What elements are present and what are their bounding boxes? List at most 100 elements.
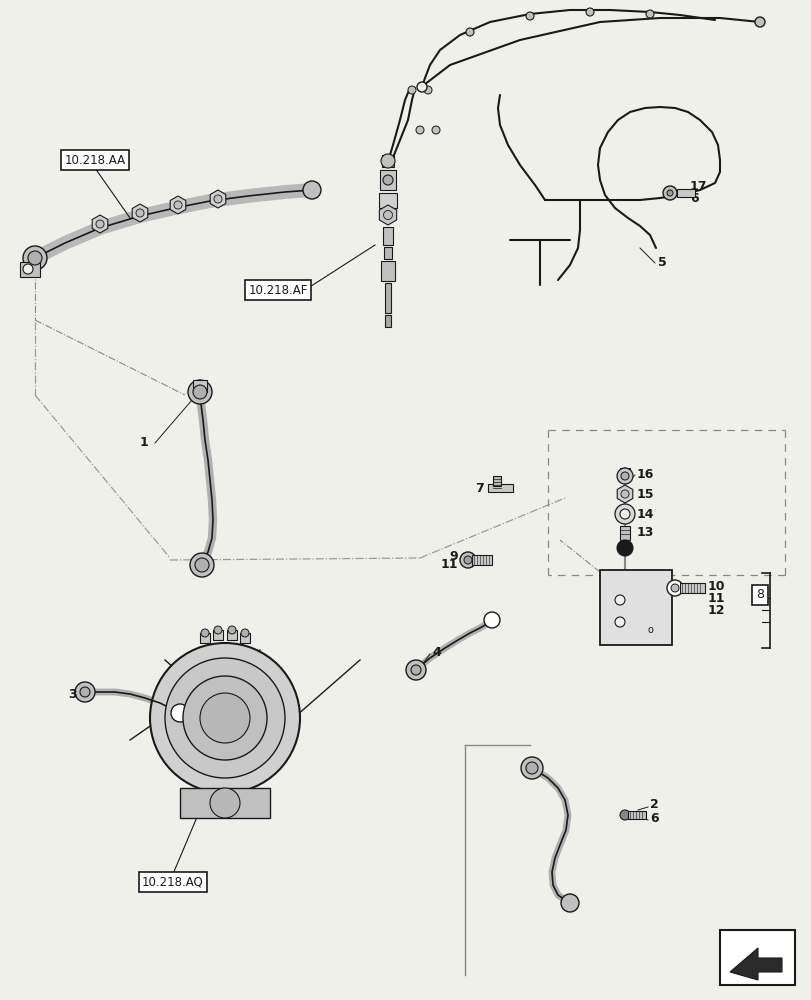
Bar — [240, 633, 250, 643]
Bar — [383, 227, 393, 245]
Circle shape — [210, 788, 240, 818]
Circle shape — [666, 580, 682, 596]
Bar — [384, 283, 391, 313]
Bar — [180, 788, 270, 818]
Bar — [676, 189, 694, 197]
Polygon shape — [729, 948, 781, 980]
Text: 13: 13 — [636, 526, 654, 540]
Bar — [679, 583, 704, 593]
Circle shape — [670, 584, 678, 592]
Polygon shape — [132, 204, 148, 222]
Circle shape — [407, 86, 415, 94]
Bar — [471, 555, 491, 565]
Circle shape — [560, 894, 578, 912]
Circle shape — [75, 682, 95, 702]
Bar — [627, 811, 646, 819]
Bar — [599, 570, 672, 645]
Bar — [379, 193, 397, 208]
Circle shape — [23, 246, 47, 270]
Circle shape — [526, 12, 534, 20]
Bar — [492, 476, 500, 486]
Circle shape — [646, 10, 653, 18]
Text: 9: 9 — [448, 550, 457, 562]
Bar — [620, 526, 629, 540]
Circle shape — [213, 195, 221, 203]
Circle shape — [380, 154, 394, 168]
Polygon shape — [616, 485, 632, 503]
Circle shape — [171, 704, 189, 722]
Bar — [719, 930, 794, 985]
Text: o: o — [646, 625, 652, 635]
Circle shape — [383, 211, 392, 220]
Circle shape — [28, 251, 42, 265]
Circle shape — [150, 643, 299, 793]
Polygon shape — [92, 215, 108, 233]
Circle shape — [483, 612, 500, 628]
Text: 5: 5 — [657, 256, 666, 269]
Text: 10.218.AQ: 10.218.AQ — [142, 876, 204, 888]
Circle shape — [466, 28, 474, 36]
Circle shape — [460, 552, 475, 568]
Circle shape — [214, 626, 221, 634]
Bar — [193, 380, 207, 392]
Circle shape — [754, 17, 764, 27]
Circle shape — [383, 175, 393, 185]
Bar — [380, 170, 396, 190]
Bar — [384, 315, 391, 327]
Circle shape — [193, 385, 207, 399]
Circle shape — [201, 629, 208, 637]
Circle shape — [614, 617, 624, 627]
Circle shape — [526, 762, 538, 774]
Polygon shape — [170, 196, 186, 214]
Circle shape — [417, 82, 427, 92]
Circle shape — [415, 126, 423, 134]
Text: 8: 8 — [755, 588, 763, 601]
Circle shape — [96, 220, 104, 228]
Circle shape — [241, 629, 249, 637]
Text: 10: 10 — [707, 580, 724, 592]
Text: 4: 4 — [431, 646, 440, 658]
Polygon shape — [210, 190, 225, 208]
Bar — [200, 633, 210, 643]
Circle shape — [463, 556, 471, 564]
Circle shape — [614, 504, 634, 524]
Circle shape — [174, 201, 182, 209]
Bar — [227, 630, 237, 640]
Circle shape — [666, 190, 672, 196]
Circle shape — [521, 757, 543, 779]
Circle shape — [23, 264, 33, 274]
Text: 10.218.AF: 10.218.AF — [248, 284, 307, 296]
Circle shape — [182, 676, 267, 760]
Text: 12: 12 — [707, 603, 724, 616]
Polygon shape — [379, 205, 396, 225]
Text: 14: 14 — [636, 508, 654, 520]
Text: 17: 17 — [689, 180, 706, 194]
Bar — [487, 484, 513, 492]
Circle shape — [410, 665, 420, 675]
Circle shape — [80, 687, 90, 697]
Circle shape — [228, 626, 236, 634]
Text: 16: 16 — [636, 468, 654, 482]
Text: 11: 11 — [440, 558, 457, 572]
Text: 1: 1 — [139, 436, 148, 450]
Circle shape — [195, 558, 208, 572]
Circle shape — [135, 209, 144, 217]
Circle shape — [188, 380, 212, 404]
Text: 7: 7 — [474, 482, 483, 494]
Circle shape — [614, 595, 624, 605]
Bar — [212, 630, 223, 640]
Circle shape — [616, 540, 633, 556]
Bar — [380, 261, 394, 281]
Circle shape — [620, 810, 629, 820]
Circle shape — [431, 126, 440, 134]
Text: 6: 6 — [689, 192, 697, 205]
Text: 3: 3 — [68, 688, 76, 702]
Bar — [20, 262, 40, 277]
Bar — [381, 155, 393, 167]
Bar — [620, 468, 629, 476]
Circle shape — [616, 468, 633, 484]
Bar — [384, 247, 392, 259]
Text: 10.218.AA: 10.218.AA — [64, 153, 126, 166]
Text: 6: 6 — [649, 812, 658, 824]
Circle shape — [586, 8, 594, 16]
